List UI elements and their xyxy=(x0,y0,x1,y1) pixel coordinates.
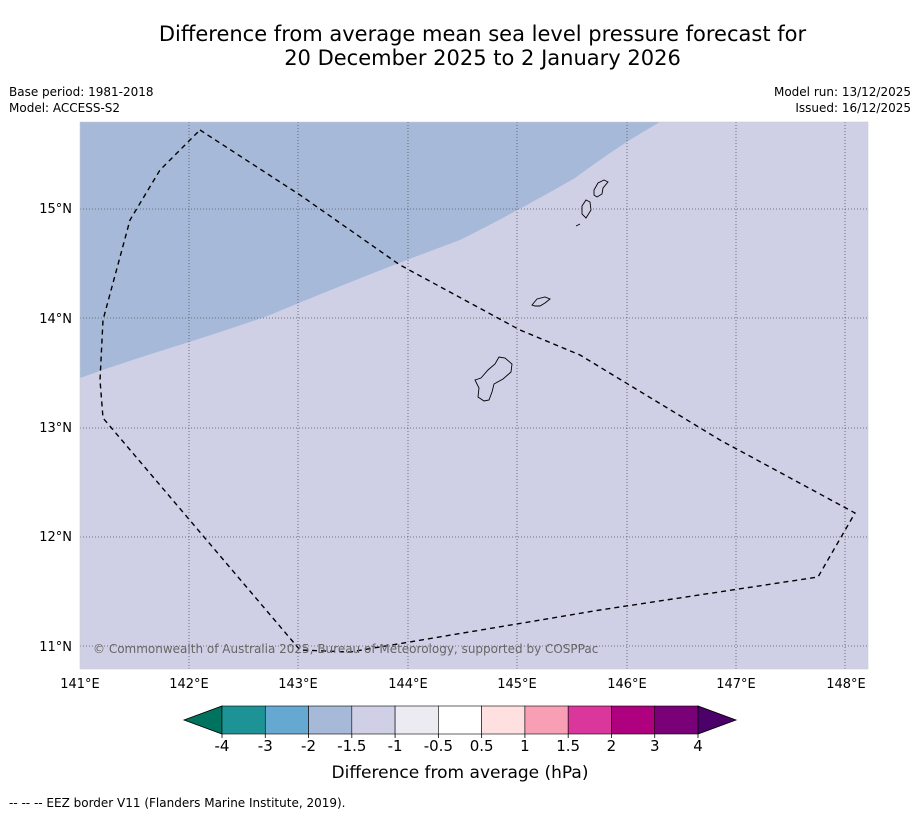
issued-date: Issued: 16/12/2025 xyxy=(795,101,911,115)
lon-label-141e: 141°E xyxy=(60,677,100,692)
colorbar-tick-label: 0.5 xyxy=(470,737,494,755)
colorbar-ticks: -4 -3 -2 -1.5 -1 -0.5 0.5 1 1.5 2 3 4 xyxy=(215,734,703,755)
colorbar-swatch xyxy=(264,705,309,735)
lon-label-148e: 148°E xyxy=(826,677,866,692)
lat-label-15n: 15°N xyxy=(39,202,72,217)
meta-left: Base period: 1981-2018 Model: ACCESS-S2 xyxy=(9,84,154,116)
colorbar-swatch xyxy=(394,705,439,735)
colorbar-tick-label: -0.5 xyxy=(424,737,453,755)
map-frame xyxy=(79,121,869,670)
rota-island xyxy=(531,296,551,307)
meta-right: Model run: 13/12/2025 Issued: 16/12/2025 xyxy=(774,84,911,116)
title-line-1: Difference from average mean sea level p… xyxy=(158,22,807,46)
colorbar-label: Difference from average (hPa) xyxy=(332,763,589,783)
model-name: Model: ACCESS-S2 xyxy=(9,101,121,115)
colorbar-swatch xyxy=(567,705,612,735)
lat-label-14n: 14°N xyxy=(39,312,72,327)
lon-label-146e: 146°E xyxy=(607,677,647,692)
colorbar-tick-label: -4 xyxy=(215,737,230,755)
colorbar xyxy=(182,705,738,735)
colorbar-over-arrow xyxy=(697,705,738,735)
colorbar-tick-label: -3 xyxy=(258,737,273,755)
colorbar-tick-label: -1 xyxy=(388,737,403,755)
title-line-2: 20 December 2025 to 2 January 2026 xyxy=(284,46,681,70)
lon-label-142e: 142°E xyxy=(169,677,209,692)
colorbar-swatch xyxy=(351,705,396,735)
colorbar-swatch xyxy=(308,705,353,735)
colorbar-under-arrow xyxy=(182,705,223,735)
copyright-text: © Commonwealth of Australia 2025, Bureau… xyxy=(93,642,598,656)
base-period: Base period: 1981-2018 xyxy=(9,85,154,99)
colorbar-swatch xyxy=(221,705,266,735)
tinian-island xyxy=(581,199,592,219)
eez-border xyxy=(99,129,856,653)
colorbar-tick-label: 1 xyxy=(520,737,530,755)
colorbar-tick-label: 2 xyxy=(607,737,617,755)
guam-island xyxy=(474,356,513,402)
colorbar-swatch xyxy=(438,705,482,735)
colorbar-swatch xyxy=(611,705,656,735)
lon-label-144e: 144°E xyxy=(388,677,428,692)
colorbar-swatch xyxy=(481,705,526,735)
lon-label-143e: 143°E xyxy=(278,677,318,692)
map-plot-area xyxy=(80,122,868,669)
map-title: Difference from average mean sea level p… xyxy=(60,22,905,70)
lon-label-147e: 147°E xyxy=(716,677,756,692)
graticule xyxy=(80,122,868,669)
aguijan-island xyxy=(575,223,581,227)
colorbar-tick-label: -1.5 xyxy=(337,737,366,755)
eez-footnote: -- -- -- EEZ border V11 (Flanders Marine… xyxy=(9,796,346,810)
colorbar-swatch xyxy=(524,705,569,735)
saipan-island xyxy=(593,179,609,198)
lon-label-145e: 145°E xyxy=(497,677,537,692)
lat-label-12n: 12°N xyxy=(39,530,72,545)
colorbar-swatch xyxy=(654,705,699,735)
colorbar-tick-label: 1.5 xyxy=(556,737,580,755)
pressure-band-minus2 xyxy=(80,122,660,378)
islands xyxy=(474,179,609,402)
colorbar-tick-label: 4 xyxy=(693,737,703,755)
colorbar-tick-label: 3 xyxy=(650,737,660,755)
model-run: Model run: 13/12/2025 xyxy=(773,85,911,99)
lat-label-11n: 11°N xyxy=(39,640,72,655)
colorbar-tick-label: -2 xyxy=(301,737,316,755)
lat-label-13n: 13°N xyxy=(39,421,72,436)
